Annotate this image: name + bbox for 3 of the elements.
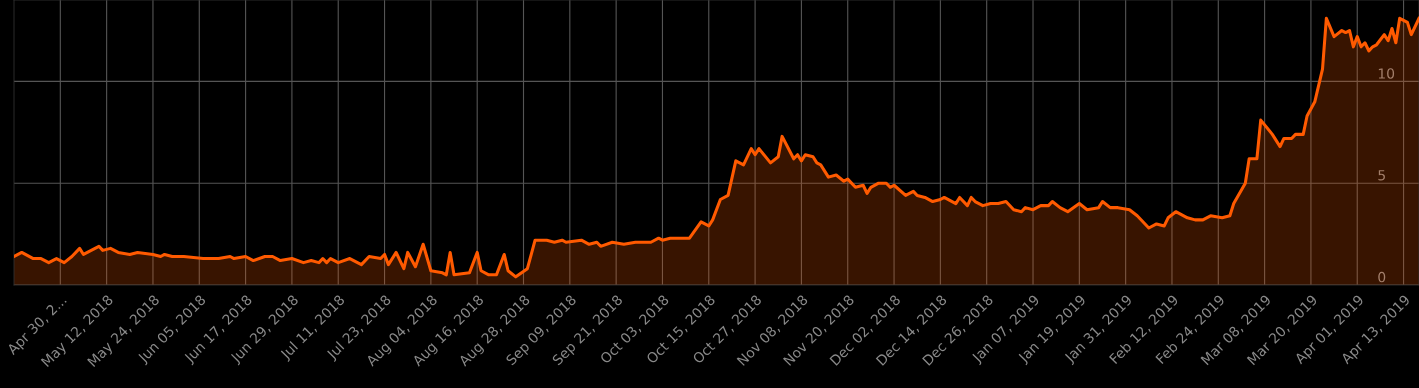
y-tick-label: 10 (1378, 68, 1395, 79)
y-tick-label: 0 (1378, 271, 1386, 283)
y-tick-label: 5 (1378, 170, 1385, 181)
